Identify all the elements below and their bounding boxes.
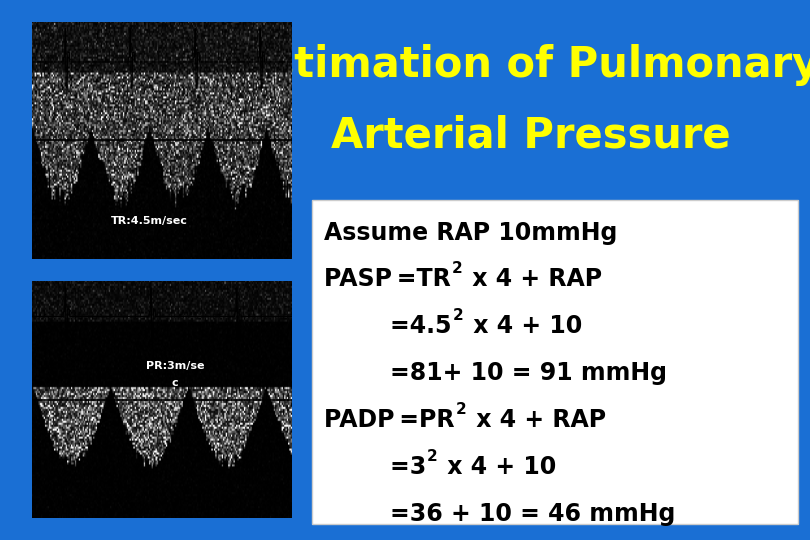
Text: Assume RAP 10mmHg: Assume RAP 10mmHg [324,221,617,245]
Text: x 4 + RAP: x 4 + RAP [467,408,606,432]
Text: =81+ 10 = 91 mmHg: =81+ 10 = 91 mmHg [324,361,667,385]
Text: =36 + 10 = 46 mmHg: =36 + 10 = 46 mmHg [324,502,676,526]
Text: x 4 + 10: x 4 + 10 [465,314,582,338]
Text: =4.5: =4.5 [324,314,451,338]
Text: c: c [172,377,178,388]
Text: PR:3m/se: PR:3m/se [146,361,204,371]
Text: =3: =3 [324,455,426,479]
Text: 2: 2 [455,402,466,417]
Text: Arterial Pressure: Arterial Pressure [330,114,731,156]
FancyBboxPatch shape [312,200,798,524]
Text: x 4 + RAP: x 4 + RAP [464,267,602,291]
Text: x 4 + 10: x 4 + 10 [440,455,556,479]
Text: Estimation of Pulmonary: Estimation of Pulmonary [241,44,810,86]
Text: 2: 2 [451,261,463,276]
Text: 2: 2 [427,449,438,464]
Text: 2: 2 [452,308,463,323]
Text: PASP =TR: PASP =TR [324,267,450,291]
Text: TR:4.5m/sec: TR:4.5m/sec [111,216,187,226]
Text: PADP =PR: PADP =PR [324,408,454,432]
